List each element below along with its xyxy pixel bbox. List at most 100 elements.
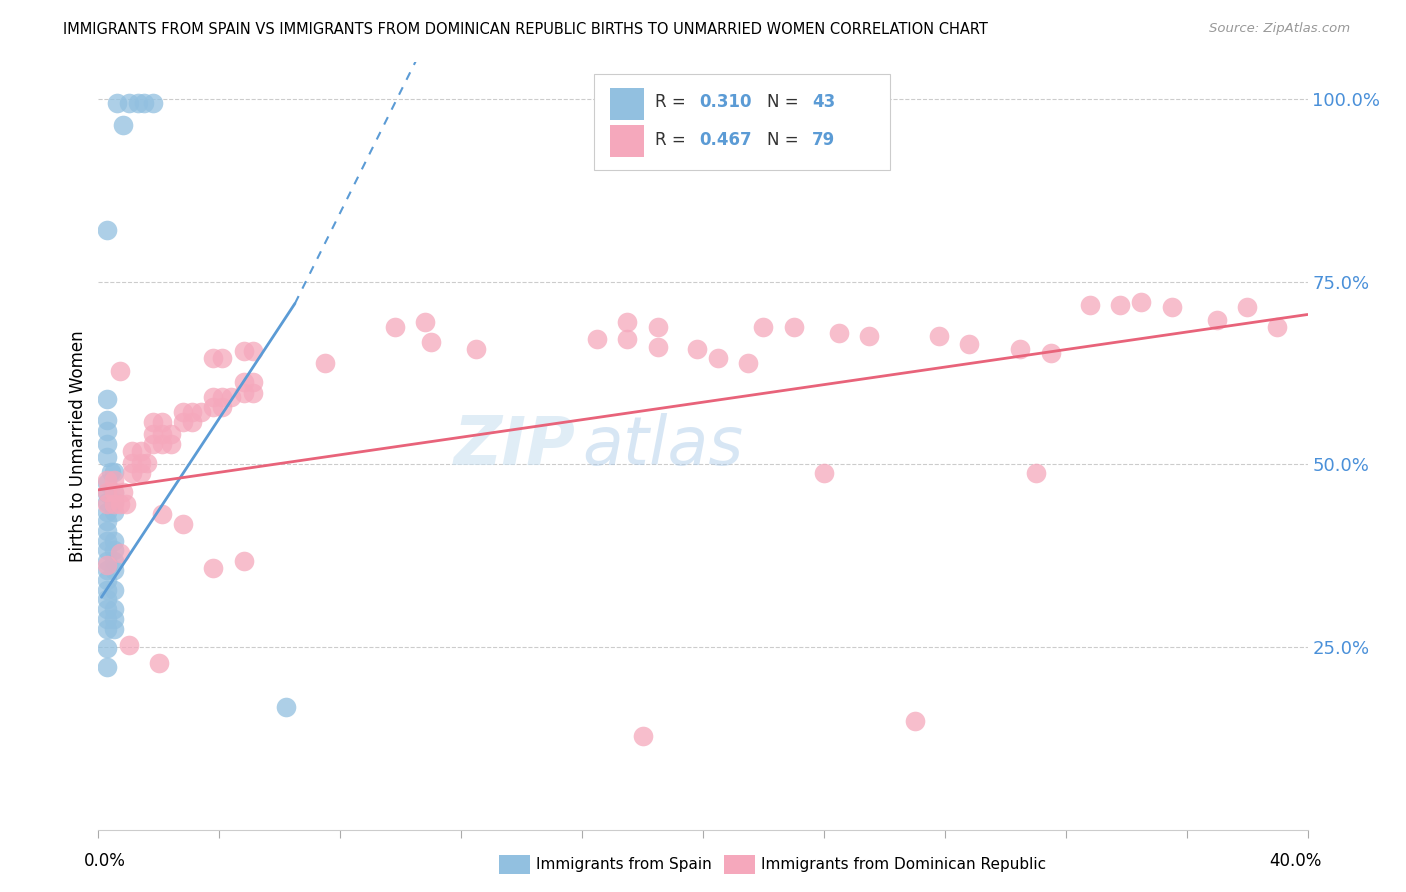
Text: 0.310: 0.310 xyxy=(699,94,752,112)
Text: Immigrants from Spain: Immigrants from Spain xyxy=(536,857,711,871)
Point xyxy=(103,473,125,487)
Point xyxy=(957,336,980,351)
Point xyxy=(232,385,254,400)
Point xyxy=(631,729,654,743)
Text: Immigrants from Dominican Republic: Immigrants from Dominican Republic xyxy=(761,857,1046,871)
Point xyxy=(96,473,118,487)
Text: 0.467: 0.467 xyxy=(699,131,752,149)
Point xyxy=(150,415,173,429)
Point xyxy=(103,486,125,500)
Point xyxy=(96,524,118,539)
Point xyxy=(96,641,118,656)
Point xyxy=(142,437,165,451)
Point xyxy=(142,95,165,110)
Point xyxy=(172,415,194,429)
Point xyxy=(121,444,143,458)
Point xyxy=(103,465,125,479)
Point xyxy=(707,351,730,366)
Point xyxy=(103,622,125,636)
Y-axis label: Births to Unmarried Women: Births to Unmarried Women xyxy=(69,330,87,562)
Point xyxy=(103,543,125,558)
Point xyxy=(202,351,225,366)
Point xyxy=(314,356,336,370)
Point xyxy=(586,332,609,346)
Point xyxy=(384,319,406,334)
Point xyxy=(96,622,118,636)
Bar xyxy=(610,87,644,120)
Point xyxy=(242,376,264,390)
Text: 0.0%: 0.0% xyxy=(84,852,127,870)
Point xyxy=(150,437,173,451)
Point xyxy=(96,592,118,607)
Point xyxy=(96,486,118,500)
Point xyxy=(160,437,183,451)
Point xyxy=(96,554,118,568)
Point xyxy=(1078,298,1101,312)
Bar xyxy=(610,125,644,157)
Point xyxy=(616,332,638,346)
Text: N =: N = xyxy=(768,131,804,149)
Point xyxy=(737,356,759,370)
Point xyxy=(96,558,118,573)
Point xyxy=(96,514,118,528)
Point xyxy=(928,329,950,343)
Point xyxy=(96,563,118,577)
Point xyxy=(111,485,134,500)
Point xyxy=(181,415,204,429)
Point xyxy=(202,561,225,575)
Point xyxy=(96,437,118,451)
Point xyxy=(103,495,125,509)
Point xyxy=(465,342,488,356)
Point xyxy=(150,426,173,441)
Point xyxy=(181,405,204,419)
Text: R =: R = xyxy=(655,131,690,149)
Point xyxy=(118,639,141,653)
Point xyxy=(142,415,165,429)
Point xyxy=(1130,295,1153,310)
Point xyxy=(1010,342,1032,356)
Point xyxy=(121,456,143,470)
Point xyxy=(96,602,118,616)
Point xyxy=(647,340,669,354)
Point xyxy=(132,95,155,110)
Text: R =: R = xyxy=(655,94,690,112)
Point xyxy=(904,714,927,729)
Point xyxy=(96,582,118,597)
Point xyxy=(232,554,254,568)
Point xyxy=(118,95,141,110)
Text: IMMIGRANTS FROM SPAIN VS IMMIGRANTS FROM DOMINICAN REPUBLIC BIRTHS TO UNMARRIED : IMMIGRANTS FROM SPAIN VS IMMIGRANTS FROM… xyxy=(63,22,988,37)
Point xyxy=(1236,300,1258,314)
Point xyxy=(121,466,143,480)
Point xyxy=(813,466,835,480)
Point xyxy=(108,364,131,378)
Point xyxy=(232,376,254,390)
Point xyxy=(616,315,638,329)
Point xyxy=(103,485,125,500)
Point xyxy=(242,344,264,359)
Point xyxy=(96,475,118,490)
Text: N =: N = xyxy=(768,94,804,112)
Text: 79: 79 xyxy=(811,131,835,149)
Point xyxy=(1267,319,1289,334)
Text: atlas: atlas xyxy=(582,413,744,479)
Point xyxy=(211,351,233,366)
Point xyxy=(420,334,443,349)
Point xyxy=(413,315,436,329)
Point xyxy=(103,582,125,597)
FancyBboxPatch shape xyxy=(595,74,890,169)
Point xyxy=(114,498,136,512)
Point xyxy=(142,426,165,441)
Point xyxy=(108,546,131,560)
Point xyxy=(96,498,118,512)
Point xyxy=(96,485,118,500)
Point xyxy=(221,390,243,404)
Point xyxy=(1024,466,1046,480)
Point xyxy=(211,401,233,415)
Point xyxy=(752,319,775,334)
Point xyxy=(129,444,152,458)
Point xyxy=(129,456,152,470)
Point xyxy=(96,450,118,464)
Text: ZIP: ZIP xyxy=(454,413,576,479)
Point xyxy=(783,319,806,334)
Point xyxy=(172,405,194,419)
